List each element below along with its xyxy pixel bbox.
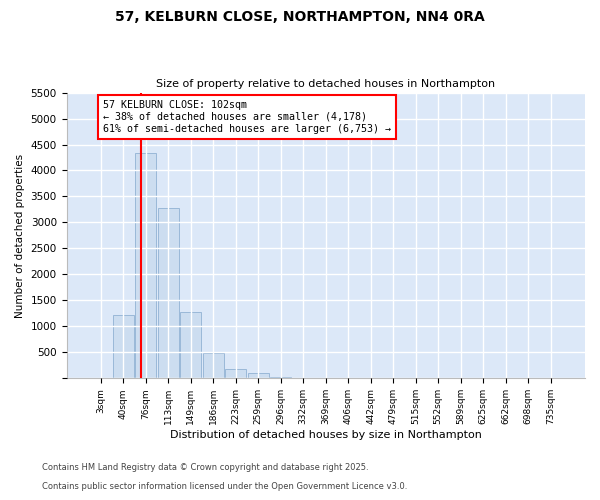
Text: Contains public sector information licensed under the Open Government Licence v3: Contains public sector information licen… — [42, 482, 407, 491]
Text: 57, KELBURN CLOSE, NORTHAMPTON, NN4 0RA: 57, KELBURN CLOSE, NORTHAMPTON, NN4 0RA — [115, 10, 485, 24]
Text: 57 KELBURN CLOSE: 102sqm
← 38% of detached houses are smaller (4,178)
61% of sem: 57 KELBURN CLOSE: 102sqm ← 38% of detach… — [103, 100, 391, 134]
Bar — [135, 154, 157, 378]
Bar — [158, 208, 179, 378]
Bar — [270, 377, 292, 378]
Title: Size of property relative to detached houses in Northampton: Size of property relative to detached ho… — [156, 79, 496, 89]
X-axis label: Distribution of detached houses by size in Northampton: Distribution of detached houses by size … — [170, 430, 482, 440]
Text: Contains HM Land Registry data © Crown copyright and database right 2025.: Contains HM Land Registry data © Crown c… — [42, 464, 368, 472]
Bar — [225, 370, 247, 378]
Bar — [113, 316, 134, 378]
Bar — [203, 353, 224, 378]
Y-axis label: Number of detached properties: Number of detached properties — [15, 154, 25, 318]
Bar — [180, 312, 202, 378]
Bar — [248, 373, 269, 378]
